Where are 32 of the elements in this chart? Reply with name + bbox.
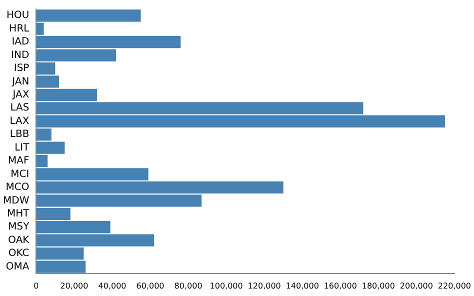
y-tick-label: OKC — [8, 248, 30, 260]
x-tick-label: 40,000 — [98, 281, 126, 290]
x-tick-label: 200,000 — [400, 281, 433, 290]
y-tick-label: MCO — [6, 182, 30, 194]
y-tick-label: LAX — [10, 116, 30, 127]
y-tick-label: MAF — [8, 156, 30, 167]
x-tick-label: 0 — [34, 281, 39, 290]
y-tick-label: IND — [11, 50, 30, 61]
y-tick-label: LAS — [10, 102, 30, 114]
y-tick-label: JAN — [11, 76, 30, 88]
x-tick-label: 180,000 — [362, 281, 395, 290]
x-tick-label: 120,000 — [248, 281, 281, 290]
x-tick-label: 60,000 — [136, 281, 164, 290]
y-tick-label: MDW — [2, 195, 30, 206]
y-tick-label: MCI — [10, 168, 30, 180]
y-tick-label: OAK — [8, 234, 30, 246]
x-tick-label: 20,000 — [60, 281, 88, 290]
y-tick-label: MHT — [6, 208, 30, 220]
y-tick-label: ISP — [14, 63, 30, 74]
x-tick-label: 220,000 — [438, 281, 472, 290]
y-tick-label: HOU — [6, 10, 30, 22]
x-tick-label: 100,000 — [210, 281, 243, 290]
x-tick-label: 80,000 — [174, 281, 202, 290]
x-tick-label: 140,000 — [286, 281, 319, 290]
y-tick-label: MSY — [8, 222, 30, 233]
y-tick-label: OMA — [6, 261, 30, 272]
y-tick-label: HRL — [9, 23, 30, 34]
y-tick-label: JAX — [12, 90, 30, 101]
y-tick-label: LBB — [10, 129, 30, 140]
y-tick-label: IAD — [12, 36, 30, 48]
y-tick-label: LIT — [14, 142, 30, 154]
x-tick-label: 160,000 — [324, 281, 357, 290]
